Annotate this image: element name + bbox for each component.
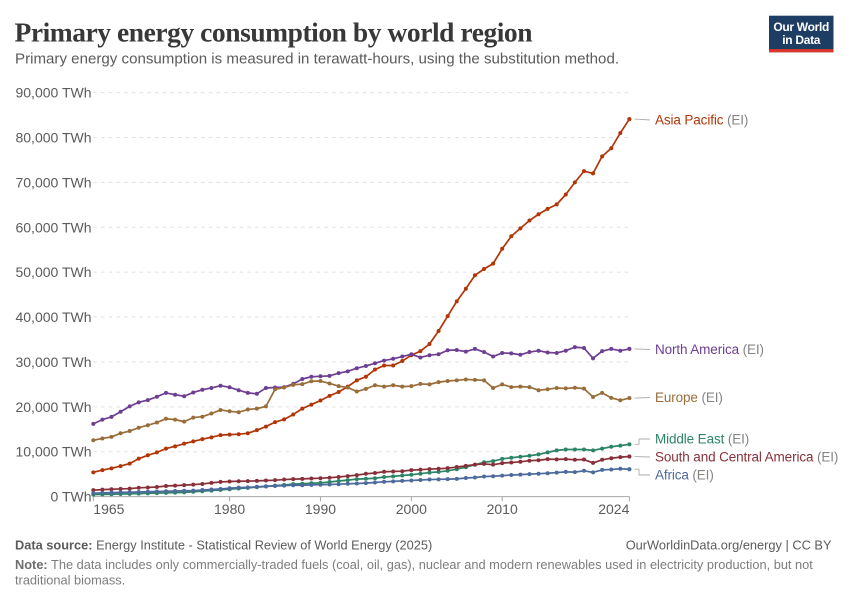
svg-text:0 TWh: 0 TWh [51, 489, 92, 505]
svg-text:50,000 TWh: 50,000 TWh [15, 264, 91, 280]
svg-text:1990: 1990 [305, 501, 336, 517]
svg-text:2000: 2000 [396, 501, 427, 517]
svg-text:Primary energy consumption by: Primary energy consumption by world regi… [15, 17, 533, 48]
svg-text:70,000 TWh: 70,000 TWh [15, 174, 91, 190]
svg-text:OurWorldinData.org/energy | CC: OurWorldinData.org/energy | CC BY [626, 538, 832, 553]
svg-text:80,000 TWh: 80,000 TWh [15, 130, 91, 146]
svg-text:Primary energy consumption is: Primary energy consumption is measured i… [15, 51, 619, 68]
svg-text:30,000 TWh: 30,000 TWh [15, 354, 91, 370]
svg-text:20,000 TWh: 20,000 TWh [15, 399, 91, 415]
svg-text:South and Central America (EI): South and Central America (EI) [655, 450, 838, 465]
svg-text:North America (EI): North America (EI) [655, 342, 764, 357]
svg-text:2024: 2024 [598, 501, 629, 517]
svg-text:60,000 TWh: 60,000 TWh [15, 219, 91, 235]
svg-text:traditional biomass.: traditional biomass. [15, 572, 125, 587]
svg-text:Middle East (EI): Middle East (EI) [655, 432, 749, 447]
svg-text:Africa (EI): Africa (EI) [655, 468, 714, 483]
svg-text:1965: 1965 [93, 501, 124, 517]
svg-text:10,000 TWh: 10,000 TWh [15, 444, 91, 460]
svg-text:Asia Pacific (EI): Asia Pacific (EI) [655, 113, 748, 128]
svg-text:Europe (EI): Europe (EI) [655, 390, 723, 405]
svg-text:in Data: in Data [782, 33, 821, 47]
svg-text:Note: The data includes only c: Note: The data includes only commerciall… [15, 557, 813, 572]
svg-text:Data source: Energy Institute: Data source: Energy Institute - Statisti… [15, 538, 432, 553]
svg-text:40,000 TWh: 40,000 TWh [15, 309, 91, 325]
svg-text:Our World: Our World [773, 20, 829, 34]
svg-text:90,000 TWh: 90,000 TWh [15, 85, 91, 101]
svg-text:2010: 2010 [487, 501, 518, 517]
svg-text:1980: 1980 [214, 501, 245, 517]
